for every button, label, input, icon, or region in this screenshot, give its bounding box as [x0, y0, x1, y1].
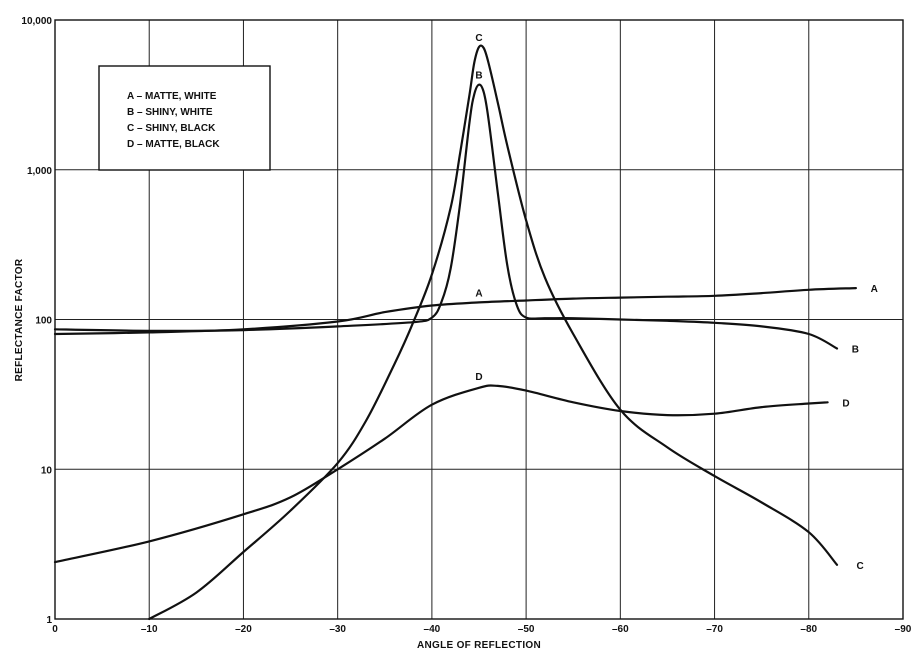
legend-entry-b: B – SHINY, WHITE [127, 107, 213, 118]
series-d-line [53, 384, 829, 564]
x-axis-title: ANGLE OF REFLECTION [417, 640, 541, 651]
legend-box [98, 65, 271, 171]
y-tick-label: 10,000 [21, 16, 52, 27]
y-tick-label: 100 [35, 316, 52, 327]
x-tick-label: –60 [612, 624, 629, 635]
curves [53, 44, 857, 621]
x-tick-label: –40 [424, 624, 441, 635]
legend-entry-d: D – MATTE, BLACK [127, 139, 220, 150]
x-tick-label: –10 [141, 624, 158, 635]
y-axis-title: REFLECTANCE FACTOR [14, 258, 25, 381]
y-tick-label: 1,000 [27, 166, 52, 177]
curve-label-d: D [842, 398, 849, 409]
plot-frame [54, 19, 904, 620]
curve-labels: A B C D A B C D [475, 33, 877, 572]
x-tick-label: –20 [235, 624, 252, 635]
x-tick-label: –50 [518, 624, 535, 635]
x-tick-label: 0 [52, 624, 58, 635]
series-a-line [53, 287, 857, 336]
series-c-line [148, 44, 839, 621]
y-tick-label: 10 [41, 465, 53, 476]
legend-entry-a: A – MATTE, WHITE [127, 91, 217, 102]
curve-label-c: C [475, 33, 482, 44]
legend: A – MATTE, WHITE B – SHINY, WHITE C – SH… [98, 65, 271, 171]
curve-label-b: B [852, 345, 859, 356]
x-tick-label: –80 [800, 624, 817, 635]
y-axis-ticks: 1 10 100 1,000 10,000 [21, 16, 52, 626]
x-tick-label: –30 [329, 624, 346, 635]
curve-label-d: D [475, 372, 482, 383]
x-tick-label: –90 [895, 624, 912, 635]
y-tick-label: 1 [46, 615, 52, 626]
legend-entry-c: C – SHINY, BLACK [127, 123, 216, 134]
series-b-line [53, 83, 839, 350]
curve-label-c: C [856, 561, 863, 572]
x-axis-ticks: 0 –10 –20 –30 –40 –50 –60 –70 –80 –90 [52, 624, 912, 635]
curve-label-a: A [871, 284, 878, 295]
x-tick-label: –70 [706, 624, 723, 635]
curve-label-b: B [475, 71, 482, 82]
curve-label-a: A [475, 288, 482, 299]
